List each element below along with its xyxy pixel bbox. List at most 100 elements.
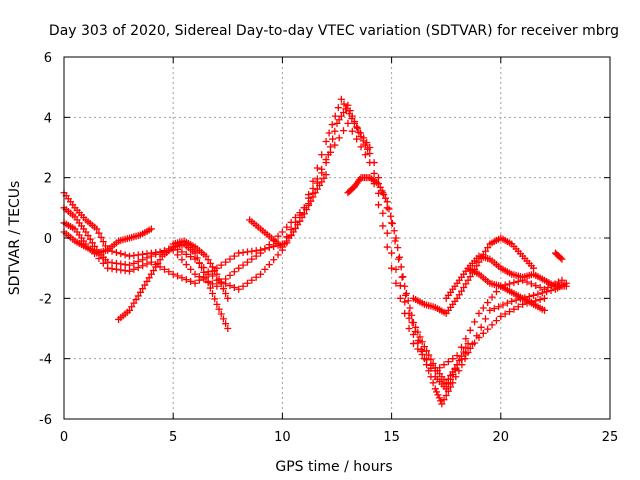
data-point — [322, 171, 330, 179]
data-point — [401, 282, 409, 290]
data-point — [156, 248, 164, 256]
data-point — [453, 361, 461, 369]
data-point — [466, 326, 474, 334]
data-point — [292, 224, 300, 232]
data-point — [350, 118, 358, 126]
y-tick-label: 4 — [44, 111, 52, 126]
data-point — [313, 185, 321, 193]
data-point — [460, 348, 468, 356]
data-point — [235, 285, 243, 293]
data-point — [86, 235, 94, 243]
data-point — [195, 259, 203, 267]
data-point — [440, 361, 448, 369]
data-point — [506, 280, 514, 288]
data-point — [449, 355, 457, 363]
data-point — [211, 267, 219, 275]
data-point — [88, 239, 96, 247]
data-point — [361, 151, 369, 159]
data-point — [248, 276, 256, 284]
data-point — [414, 328, 422, 336]
data-point — [328, 121, 336, 129]
data-point — [359, 137, 367, 145]
data-point — [93, 225, 101, 233]
data-point — [540, 306, 548, 314]
data-point — [313, 164, 321, 172]
data-point — [174, 272, 182, 280]
data-point — [300, 210, 308, 218]
axis-ticks: 0 5 10 15 20 25 -6 -4 -2 0 2 4 6 — [39, 51, 618, 445]
data-point — [222, 290, 230, 298]
data-point — [409, 340, 417, 348]
data-point — [383, 204, 391, 212]
data-point — [374, 180, 382, 188]
data-point — [536, 296, 544, 304]
data-point — [354, 124, 362, 132]
data-point — [364, 145, 372, 153]
data-point — [134, 264, 142, 272]
data-point — [471, 318, 479, 326]
data-point — [270, 256, 278, 264]
x-tick-label: 5 — [169, 430, 177, 445]
data-point — [145, 274, 153, 282]
data-point — [475, 258, 483, 266]
data-point — [530, 291, 538, 299]
data-point — [182, 276, 190, 284]
data-point — [252, 273, 260, 281]
data-point — [132, 296, 140, 304]
data-point — [449, 379, 457, 387]
data-point — [457, 352, 465, 360]
data-point — [316, 182, 324, 190]
data-point — [230, 283, 238, 291]
data-point — [302, 206, 310, 214]
y-tick-label: 2 — [44, 172, 52, 187]
data-point — [437, 397, 445, 405]
data-point — [514, 303, 522, 311]
data-point — [222, 258, 230, 266]
data-point — [370, 169, 378, 177]
data-point — [506, 308, 514, 316]
series-track-1 — [60, 95, 570, 408]
data-point — [178, 274, 186, 282]
data-point — [510, 279, 518, 287]
data-point — [126, 267, 134, 275]
data-point — [464, 340, 472, 348]
data-point — [409, 331, 417, 339]
data-point — [222, 320, 230, 328]
data-point — [497, 312, 505, 320]
data-point — [274, 232, 282, 240]
data-point — [334, 104, 342, 112]
data-point — [379, 222, 387, 230]
data-point — [200, 268, 208, 276]
data-point — [217, 261, 225, 269]
data-point — [387, 212, 395, 220]
data-point — [147, 270, 155, 278]
data-point — [298, 213, 306, 221]
grid — [64, 57, 610, 419]
data-point — [455, 356, 463, 364]
data-point — [538, 289, 546, 297]
data-point — [130, 299, 138, 307]
data-point — [486, 306, 494, 314]
data-point — [460, 283, 468, 291]
data-point — [462, 335, 470, 343]
data-point — [519, 300, 527, 308]
data-point — [451, 364, 459, 372]
data-point — [418, 338, 426, 346]
data-point — [239, 261, 247, 269]
data-point — [355, 128, 363, 136]
data-point — [335, 134, 343, 142]
data-point — [433, 388, 441, 396]
data-point — [187, 277, 195, 285]
data-point — [488, 293, 496, 301]
data-point — [278, 228, 286, 236]
data-point — [126, 306, 134, 314]
data-point — [406, 304, 414, 312]
data-point — [318, 165, 326, 173]
data-point — [215, 305, 223, 313]
data-point — [331, 112, 339, 120]
data-point — [198, 264, 206, 272]
data-point — [484, 325, 492, 333]
data-point — [495, 303, 503, 311]
data-point — [318, 178, 326, 186]
data-point — [211, 295, 219, 303]
